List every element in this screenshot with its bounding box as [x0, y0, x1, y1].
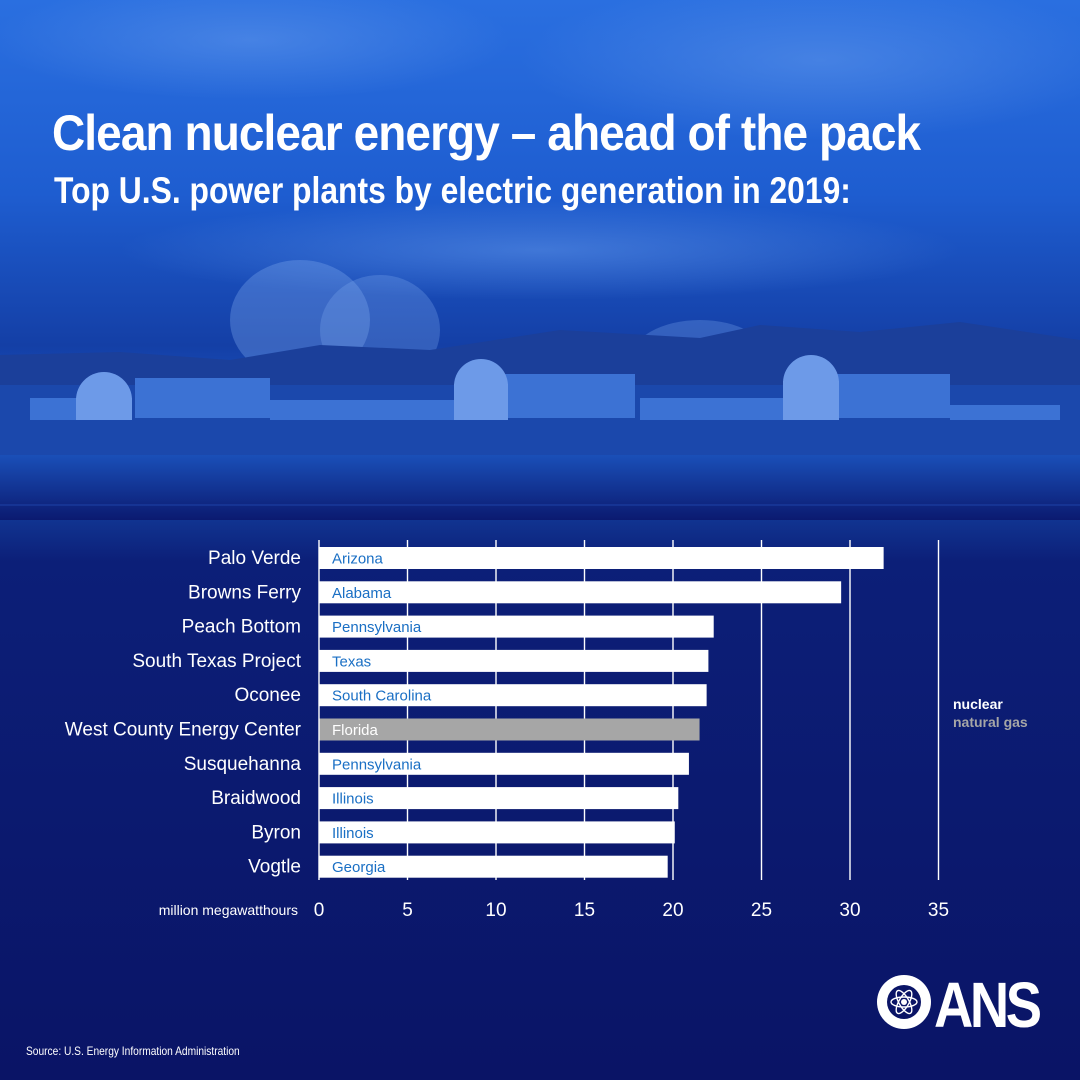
bar [319, 581, 842, 604]
state-label: Florida [332, 722, 379, 739]
category-label: Palo Verde [208, 548, 301, 569]
category-label: Peach Bottom [182, 617, 301, 638]
x-tick-label: 5 [402, 900, 413, 921]
chart-title: Clean nuclear energy – ahead of the pack [52, 105, 921, 161]
bar-chart: Palo Verde Arizona Browns Ferry Alabama Peac… [65, 540, 949, 921]
category-label: Oconee [234, 685, 301, 706]
state-label: Texas [332, 653, 371, 670]
state-label: Illinois [332, 791, 374, 808]
bar [319, 752, 689, 775]
state-label: Illinois [332, 825, 374, 842]
category-label: Braidwood [211, 788, 301, 809]
bar [319, 855, 668, 878]
x-tick-label: 30 [839, 900, 860, 921]
x-tick-label: 35 [928, 900, 949, 921]
atom-seal-icon [877, 975, 931, 1029]
bar [319, 787, 679, 810]
x-tick-label: 20 [662, 900, 683, 921]
chart-subtitle: Top U.S. power plants by electric genera… [54, 170, 851, 211]
category-label: Vogtle [248, 857, 301, 878]
x-tick-label: 15 [574, 900, 595, 921]
state-label: Alabama [332, 585, 392, 602]
bar [319, 718, 700, 741]
state-label: Georgia [332, 859, 386, 876]
category-label: Susquehanna [184, 754, 302, 775]
state-label: Pennsylvania [332, 756, 422, 773]
state-label: Arizona [332, 551, 384, 568]
category-label: West County Energy Center [65, 720, 302, 741]
ans-logo-text: ANS [934, 969, 1042, 1041]
bar [319, 615, 714, 638]
state-label: Pennsylvania [332, 619, 422, 636]
x-tick-label: 25 [751, 900, 772, 921]
x-tick-label: 0 [314, 900, 325, 921]
source-note: Source: U.S. Energy Information Administ… [26, 1044, 240, 1058]
legend-nuclear: nuclear [953, 696, 1003, 712]
bar [319, 821, 675, 844]
legend-natural-gas: natural gas [953, 714, 1028, 730]
category-label: Byron [251, 822, 301, 843]
category-label: South Texas Project [132, 651, 301, 672]
state-label: South Carolina [332, 688, 432, 705]
category-label: Browns Ferry [188, 582, 301, 603]
x-axis-label: million megawatthours [159, 902, 298, 918]
x-tick-label: 10 [485, 900, 506, 921]
bar [319, 684, 707, 707]
bar [319, 547, 884, 569]
ans-logo: ANS [876, 969, 1044, 1041]
bar [319, 649, 709, 672]
